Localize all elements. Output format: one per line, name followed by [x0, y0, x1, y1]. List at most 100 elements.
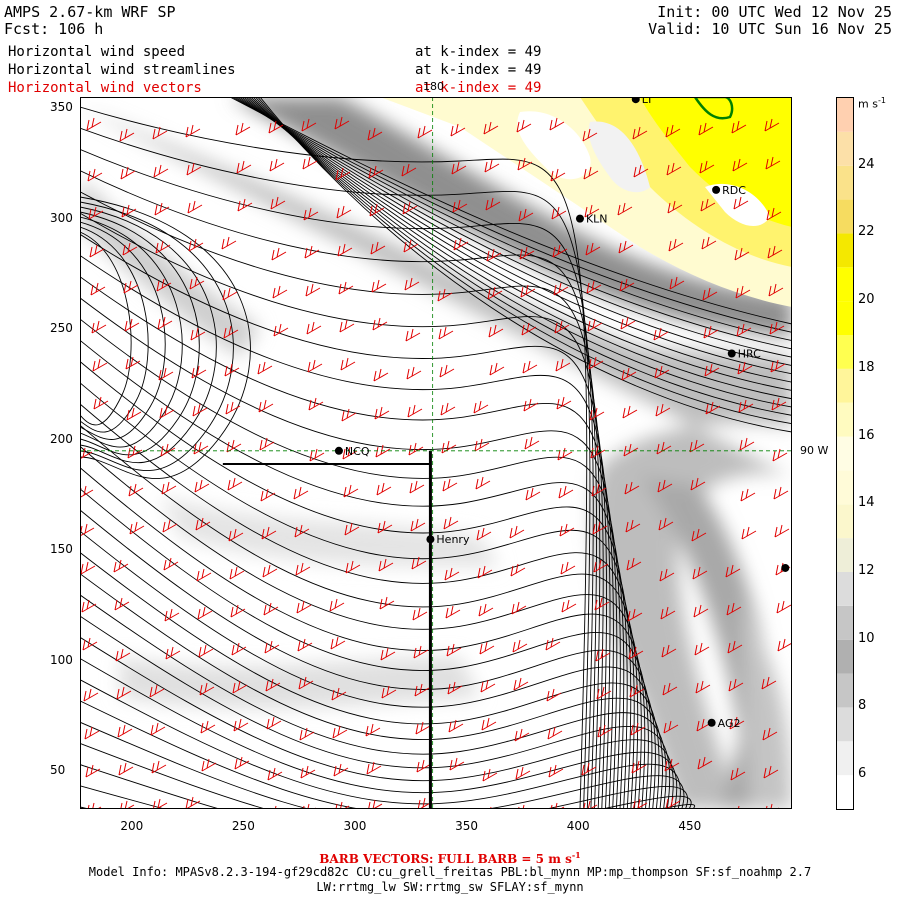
wind-barb [163, 557, 179, 571]
streamline [80, 221, 166, 440]
wind-barb [230, 604, 246, 618]
streamline [80, 255, 611, 809]
wind-barb [620, 316, 636, 330]
streamline [80, 226, 149, 433]
wind-barb [733, 805, 740, 809]
wind-barb [629, 684, 645, 698]
wind-barb [411, 556, 427, 570]
colorbar-tick-label: 6 [858, 766, 867, 782]
x-tick-label: 250 [231, 819, 255, 833]
wind-barb [704, 363, 720, 377]
wind-barb [734, 247, 750, 261]
wind-barb [267, 767, 283, 781]
wind-barb [156, 278, 172, 292]
wind-barb [476, 527, 492, 541]
x-tick-label: 350 [455, 819, 479, 833]
wind-barb [91, 320, 107, 334]
wind-barb [299, 727, 315, 741]
wind-barb [339, 319, 355, 333]
wind-barb [661, 644, 677, 658]
wind-barb [261, 526, 277, 540]
colorbar-band [837, 301, 853, 335]
station-label: Henry [436, 533, 470, 546]
wind-barb [161, 481, 177, 495]
wind-barb [667, 200, 683, 214]
wind-barb [368, 165, 384, 179]
station-label: LT [642, 97, 654, 106]
wind-barb [657, 479, 673, 493]
wind-barb [367, 127, 383, 141]
field-1-level: at k-index = 49 [415, 44, 542, 60]
wind-barb [236, 160, 252, 174]
wind-barb [151, 760, 167, 774]
streamline [259, 97, 792, 433]
wind-barb [445, 605, 461, 619]
wind-barb [304, 245, 320, 259]
wind-barb [308, 397, 324, 411]
wind-barb [298, 676, 314, 690]
wind-barb [632, 798, 648, 809]
wind-barb [300, 765, 316, 779]
wind-barb [153, 164, 169, 178]
wind-barb [771, 397, 787, 411]
wind-barb [441, 440, 457, 454]
wind-barb [591, 483, 607, 497]
wind-barb [736, 323, 752, 337]
wind-barb [452, 199, 468, 213]
wind-barb [330, 636, 346, 650]
wind-barb [581, 762, 597, 776]
colorbar-band [837, 402, 853, 437]
wind-barb [409, 480, 425, 494]
wind-barb [270, 805, 277, 809]
wind-barb [520, 284, 536, 298]
wind-barb [740, 488, 756, 502]
wind-barb [120, 166, 136, 180]
colorbar-band [837, 538, 853, 572]
wind-barb [524, 436, 540, 450]
wind-barb [158, 367, 174, 381]
colorbar-tick-label: 18 [858, 359, 875, 375]
colorbar-band [837, 673, 853, 708]
wind-barb [235, 122, 251, 136]
wind-barb [768, 283, 784, 297]
wind-barb [150, 722, 166, 736]
wind-barb [200, 720, 216, 734]
init-time: Init: 00 UTC Wed 12 Nov 25 [657, 3, 892, 21]
wind-barb [594, 597, 610, 611]
wind-barb [584, 204, 600, 218]
streamline [80, 530, 656, 809]
wind-barb [234, 756, 250, 770]
wind-barb [295, 562, 311, 576]
streamline [80, 382, 632, 809]
wind-barb [665, 796, 681, 809]
wind-barb [126, 407, 142, 421]
y-tick-label: 150 [50, 542, 73, 557]
wind-barb [766, 207, 782, 221]
wind-barb [774, 524, 790, 538]
y-tick-label: 350 [50, 100, 73, 115]
wind-barb [664, 758, 680, 772]
wind-barb [761, 676, 777, 690]
colorbar-tick-label: 16 [858, 427, 875, 443]
streamline [80, 615, 671, 809]
wind-barb [561, 599, 577, 613]
y-tick-label: 50 [50, 763, 66, 778]
wind-barb [513, 677, 529, 691]
wind-barb [113, 559, 129, 573]
wind-barb [695, 680, 711, 694]
model-title: AMPS 2.67-km WRF SP [4, 3, 176, 21]
wind-barb [624, 481, 640, 495]
wind-map: NCQ Henry KLN RDC HRC AG2 LT [80, 97, 792, 809]
wind-barb [116, 686, 132, 700]
wind-barb [307, 359, 323, 373]
wind-barb [732, 158, 748, 172]
wind-barb [776, 600, 792, 614]
wind-barb [152, 126, 168, 140]
colorbar-tick-label: 10 [858, 630, 875, 646]
wind-barb [586, 280, 602, 294]
wind-barb [302, 156, 318, 170]
station-label: RDC [722, 184, 746, 197]
streamline [80, 201, 234, 472]
wind-barb [271, 247, 287, 261]
wind-barb [668, 238, 684, 252]
